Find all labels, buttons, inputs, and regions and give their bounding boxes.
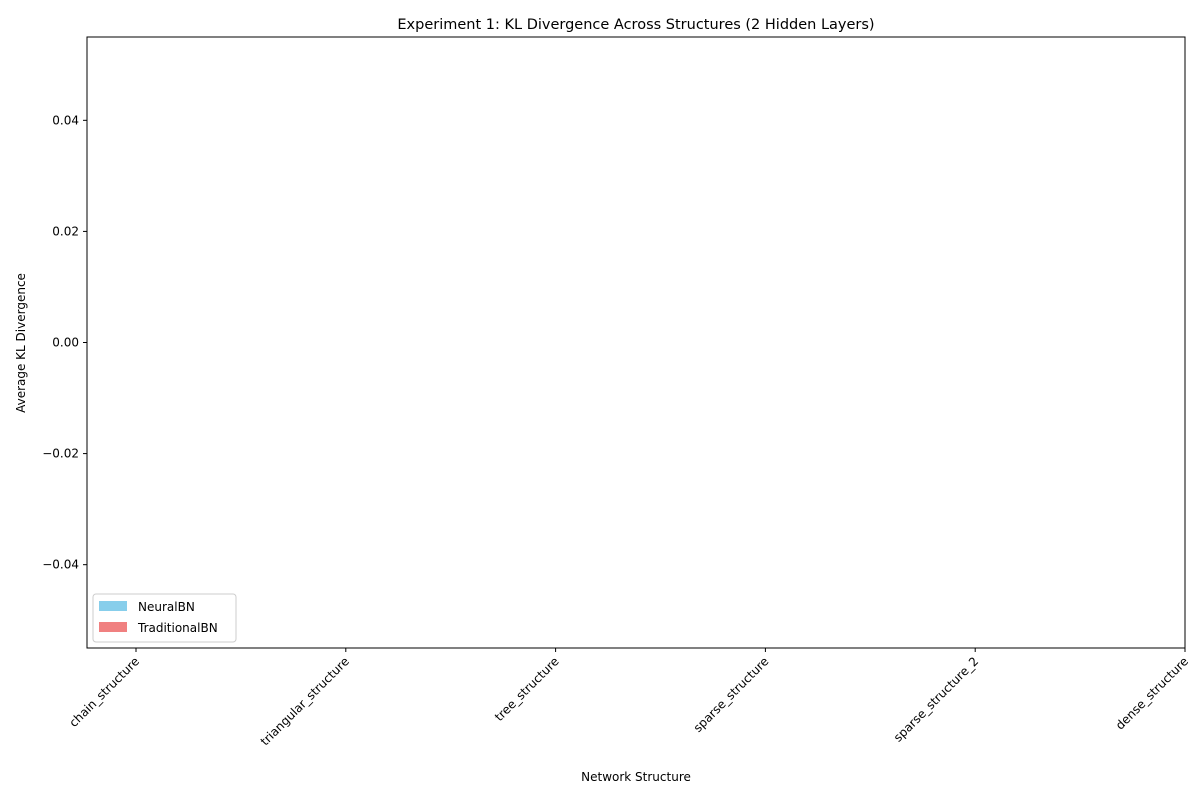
y-tick-label: 0.00 — [52, 336, 79, 350]
y-tick-label: 0.04 — [52, 113, 79, 127]
legend-label: NeuralBN — [138, 600, 195, 614]
legend-swatch — [99, 622, 127, 632]
chart-title: Experiment 1: KL Divergence Across Struc… — [397, 17, 874, 33]
y-axis-title: Average KL Divergence — [14, 273, 28, 413]
legend-label: TraditionalBN — [137, 621, 218, 635]
legend-box — [92, 593, 237, 643]
y-tick-label: −0.02 — [42, 447, 79, 461]
y-tick-label: −0.04 — [42, 558, 79, 572]
x-axis-title: Network Structure — [581, 770, 691, 784]
y-tick-label: 0.02 — [52, 224, 79, 238]
y-axis: −0.04 −0.02 0.00 0.02 0.04 — [42, 113, 87, 572]
legend: NeuralBN TraditionalBN — [92, 593, 237, 643]
legend-swatch — [99, 601, 127, 611]
